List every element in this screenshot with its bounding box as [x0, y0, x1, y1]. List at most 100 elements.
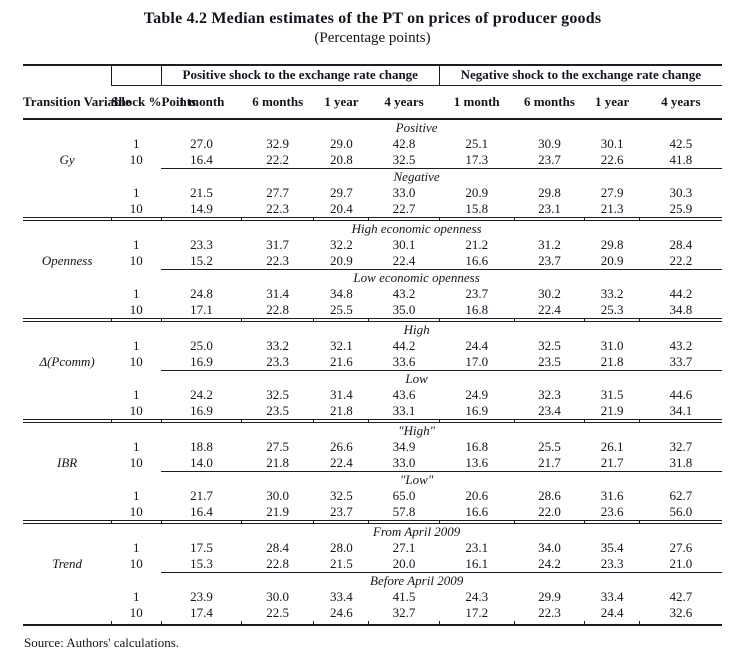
subsection-label: Before April 2009	[370, 573, 464, 588]
estimate-value: 23.3	[584, 556, 640, 573]
variable-cell-empty	[23, 439, 111, 455]
estimate-value: 32.7	[392, 605, 416, 620]
estimate-value: 30.0	[266, 488, 290, 503]
estimate-value: 33.4	[329, 589, 353, 604]
variable-cell-empty	[23, 185, 111, 201]
estimate-value: 24.8	[190, 286, 213, 301]
variable-cell-empty	[23, 403, 111, 420]
separator-cell	[639, 419, 722, 423]
estimate-value: 21.8	[329, 403, 353, 418]
estimate-value: 20.9	[584, 253, 640, 270]
shock-points-header: Shock %Points	[111, 85, 196, 120]
separator-cell	[160, 318, 242, 322]
estimate-value: 34.9	[392, 439, 416, 454]
estimate-value: 31.8	[639, 455, 722, 472]
estimate-value: 56.0	[669, 504, 693, 519]
estimate-value: 30.1	[600, 136, 624, 151]
subsection-label: "High"	[398, 423, 436, 438]
subsection-header-row: High economic openness	[23, 221, 722, 238]
estimate-value: 32.5	[368, 152, 440, 169]
estimate-value: 43.2	[392, 286, 416, 301]
estimate-value: 23.6	[600, 504, 624, 519]
shock-points-value: 10	[129, 302, 143, 317]
estimate-value: 21.7	[190, 488, 213, 503]
separator-cell	[438, 217, 515, 221]
table-row: 1 21.7 30.0 32.5 65.0 20.6 28.6 31.6 62.7	[23, 488, 722, 504]
estimate-value: 21.8	[241, 455, 314, 472]
variable-cell-empty	[23, 504, 111, 521]
section-separator-row	[23, 318, 722, 322]
variable-column-spacer	[23, 472, 111, 489]
table-row: IBR 10 14.0 21.8 22.4 33.0 13.6 21.7 21.7 31.8	[23, 455, 722, 472]
estimate-value: 41.8	[639, 152, 722, 169]
estimate-value: 16.4	[190, 504, 213, 519]
estimate-value: 17.5	[190, 540, 213, 555]
shock-points-value: 10	[129, 201, 143, 216]
separator-cell	[584, 419, 640, 423]
estimate-value: 22.3	[266, 201, 290, 216]
estimate-value: 16.9	[465, 403, 489, 418]
estimate-value: 34.8	[669, 302, 693, 317]
estimate-value: 33.6	[368, 354, 440, 371]
estimate-value: 32.1	[329, 338, 353, 353]
separator-cell	[313, 520, 369, 524]
table-row: Trend 10 15.3 22.8 21.5 20.0 16.1 24.2 23.3 21.0	[23, 556, 722, 573]
shock-points-value: 1	[133, 136, 140, 151]
estimate-value: 32.6	[669, 605, 693, 620]
estimate-value: 17.0	[439, 354, 515, 371]
table-row: Δ(Pcomm) 10 16.9 23.3 21.6 33.6 17.0 23.5 21.8 33…	[23, 354, 722, 371]
estimate-value: 23.7	[465, 286, 489, 301]
estimate-value: 22.8	[266, 302, 290, 317]
separator-cell	[313, 419, 369, 423]
variable-cell-empty	[23, 338, 111, 354]
estimate-value: 23.3	[241, 354, 314, 371]
separator-cell	[513, 520, 585, 524]
variable-cell-empty	[23, 488, 111, 504]
shock-points-value: 1	[133, 338, 140, 353]
shock-points-value: 10	[129, 556, 143, 572]
corner-cell	[23, 64, 112, 85]
variable-cell-empty	[23, 540, 111, 556]
estimate-value: 28.4	[669, 237, 693, 252]
table-header: Positive shock to the exchange rate chan…	[23, 64, 722, 120]
table-row: Gy 10 16.4 22.2 20.8 32.5 17.3 23.7 22.6 41.8	[23, 152, 722, 169]
estimate-value: 21.3	[600, 201, 624, 216]
shock-points-value: 10	[129, 455, 143, 471]
table-row: 1 24.2 32.5 31.4 43.6 24.9 32.3 31.5 44.6	[23, 387, 722, 403]
estimate-value: 21.0	[639, 556, 722, 573]
table-row: 1 17.5 28.4 28.0 27.1 23.1 34.0 35.4 27.6	[23, 540, 722, 556]
section-separator-row	[23, 419, 722, 423]
neg-1-year-header: 1 year	[584, 85, 640, 120]
table-row: 10 16.9 23.5 21.8 33.1 16.9 23.4 21.9 34.1	[23, 403, 722, 420]
separator-cell	[110, 318, 162, 322]
section-separator-row	[23, 520, 722, 524]
estimate-value: 16.6	[465, 504, 489, 519]
variable-column-spacer	[23, 169, 111, 186]
estimate-value: 21.5	[190, 185, 213, 200]
estimate-value: 30.1	[392, 237, 416, 252]
shock-points-value: 1	[133, 185, 140, 200]
subsection-header-row: Low economic openness	[23, 270, 722, 287]
estimate-value: 17.1	[190, 302, 213, 317]
separator-cell	[513, 621, 585, 626]
estimate-value: 34.8	[329, 286, 353, 301]
variable-column-spacer	[23, 423, 111, 440]
separator-cell	[110, 217, 162, 221]
subsection-label: Low	[405, 371, 428, 386]
estimate-value: 14.0	[161, 455, 242, 472]
table-row: 10 17.1 22.8 25.5 35.0 16.8 22.4 25.3 34.8	[23, 302, 722, 319]
estimate-value: 29.7	[329, 185, 353, 200]
estimate-value: 17.4	[190, 605, 213, 620]
transition-variable-label: IBR	[57, 455, 78, 471]
table-subtitle: (Percentage points)	[314, 30, 431, 46]
estimate-value: 29.0	[329, 136, 353, 151]
estimate-value: 25.3	[600, 302, 624, 317]
estimate-value: 17.3	[439, 152, 515, 169]
estimate-value: 25.5	[538, 439, 561, 454]
estimate-value: 17.2	[465, 605, 489, 620]
subsection-label: "Low"	[399, 472, 434, 487]
estimate-value: 33.4	[600, 589, 624, 604]
estimate-value: 32.5	[266, 387, 290, 402]
transition-variable-label: Openness	[41, 253, 93, 269]
separator-cell	[368, 318, 440, 322]
